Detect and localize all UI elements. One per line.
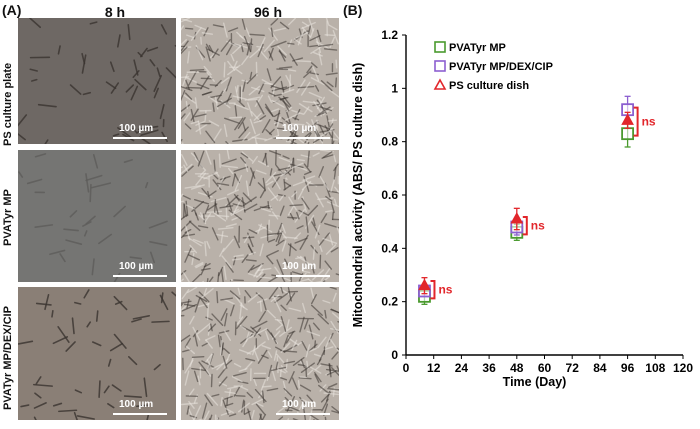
x-tick-label: 120 — [673, 361, 693, 375]
legend-entry: PS culture dish — [449, 80, 529, 92]
panel-b-label: (B) — [343, 2, 362, 18]
x-tick-label: 0 — [403, 361, 410, 375]
y-tick-label: 0.6 — [381, 188, 398, 202]
significance-bracket — [634, 108, 638, 136]
scale-bar-label: 100 µm — [282, 261, 316, 272]
scale-bar-label: 100 µm — [119, 123, 153, 134]
chart-panel: (B) 0 0.2 0.4 0.6 0.8 1 1.2 0 12 24 36 48 60 72 84 96 10… — [340, 0, 700, 424]
scale-bar — [113, 413, 167, 415]
scale-bar — [113, 137, 167, 139]
micrograph-1-96h: 100 µm — [181, 18, 339, 144]
data-point-square — [622, 128, 633, 139]
x-tick-label: 108 — [645, 361, 665, 375]
legend-triangle-icon — [435, 80, 445, 89]
significance-label: ns — [531, 219, 545, 233]
significance-bracket — [523, 217, 527, 234]
micrograph-3-96h: 100 µm — [181, 287, 339, 420]
legend-square-icon — [435, 42, 445, 52]
legend-entry: PVATyr MP/DEX/CIP — [449, 61, 553, 73]
scale-bar — [276, 137, 330, 139]
y-tick-label: 0.2 — [381, 295, 398, 309]
micrograph-3-8h: 100 µm — [18, 287, 176, 420]
micrograph-2-96h: 100 µm — [181, 150, 339, 282]
x-tick-label: 48 — [510, 361, 524, 375]
micrograph-2-8h: 100 µm — [18, 150, 176, 282]
scale-bar-label: 100 µm — [282, 399, 316, 410]
y-tick-label: 0.8 — [381, 135, 398, 149]
y-axis-label: Mitochondrial activity (ABS/ PS culture … — [351, 63, 365, 328]
x-tick-label: 84 — [593, 361, 607, 375]
scale-bar — [113, 275, 167, 277]
y-tick-label: 0.4 — [381, 241, 398, 255]
mitochondrial-activity-chart: 0 0.2 0.4 0.6 0.8 1 1.2 0 12 24 36 48 60 72 84 96 108 120… — [340, 0, 700, 424]
scale-bar-label: 100 µm — [119, 261, 153, 272]
x-tick-label: 96 — [621, 361, 635, 375]
scale-bar — [276, 275, 330, 277]
row-label-ps-culture-plate: PS culture plate — [2, 63, 14, 146]
legend-entry: PVATyr MP — [449, 42, 506, 54]
x-tick-label: 24 — [455, 361, 469, 375]
data-point-triangle — [511, 213, 522, 223]
x-tick-label: 60 — [538, 361, 552, 375]
row-label-pvatyr-mp: PVATyr MP — [2, 189, 14, 246]
y-tick-label: 1 — [391, 81, 398, 95]
scale-bar — [276, 413, 330, 415]
micrograph-1-8h: 100 µm — [18, 18, 176, 144]
scale-bar-label: 100 µm — [282, 123, 316, 134]
row-label-pvatyr-mp-dex-cip: PVATyr MP/DEX/CIP — [2, 306, 14, 410]
significance-label: ns — [438, 283, 452, 297]
x-tick-label: 72 — [566, 361, 580, 375]
significance-bracket — [430, 281, 434, 298]
significance-label: ns — [642, 115, 656, 129]
y-tick-label: 1.2 — [381, 28, 398, 42]
panel-a-label: (A) — [2, 2, 21, 18]
scale-bar-label: 100 µm — [119, 399, 153, 410]
legend-square-icon — [435, 61, 445, 71]
y-tick-label: 0 — [391, 348, 398, 362]
x-axis-label: Time (Day) — [503, 375, 567, 389]
x-tick-label: 12 — [427, 361, 441, 375]
x-tick-label: 36 — [482, 361, 496, 375]
